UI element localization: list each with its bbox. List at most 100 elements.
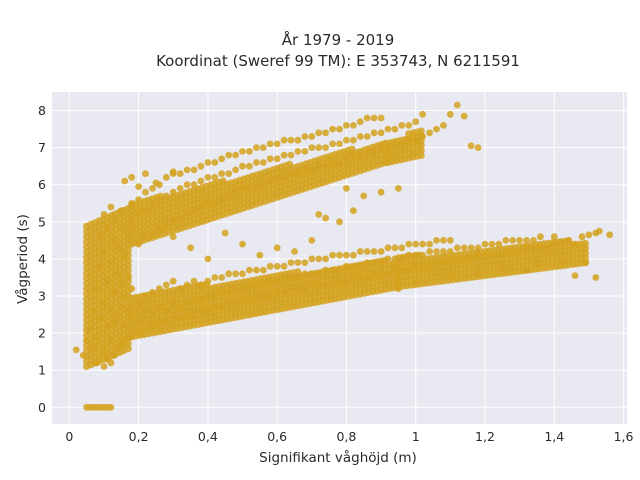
data-point [391, 255, 399, 263]
data-point [273, 173, 281, 181]
data-point [169, 277, 177, 285]
data-point [183, 211, 191, 218]
data-point [474, 144, 482, 152]
data-point [114, 244, 122, 252]
data-point [398, 255, 406, 263]
data-point [104, 225, 111, 233]
data-point [176, 214, 184, 222]
data-point [156, 285, 163, 292]
data-points [72, 101, 614, 411]
data-point [149, 185, 156, 192]
data-point [287, 259, 295, 266]
data-point [169, 314, 177, 322]
data-point [467, 244, 475, 252]
data-point [384, 244, 392, 252]
data-point [121, 177, 129, 185]
data-point [100, 211, 108, 218]
data-point [343, 122, 350, 129]
data-point [162, 173, 170, 181]
data-point [356, 118, 364, 126]
data-point [239, 148, 246, 155]
data-point [176, 314, 184, 322]
data-point [446, 272, 454, 279]
data-point [162, 222, 170, 229]
data-point [266, 262, 274, 270]
data-point [197, 177, 205, 185]
data-point [523, 244, 530, 252]
data-point [218, 288, 226, 296]
data-point [239, 162, 246, 170]
data-point [97, 262, 104, 270]
data-point [280, 136, 288, 144]
data-point [543, 244, 551, 252]
data-point [315, 129, 323, 137]
data-point [322, 214, 329, 222]
data-point [239, 270, 246, 278]
data-point [308, 144, 316, 152]
data-point [117, 207, 125, 215]
data-point [93, 285, 101, 292]
data-point [343, 136, 350, 144]
data-point [377, 270, 385, 278]
data-point [582, 259, 589, 266]
data-point [391, 244, 399, 252]
data-point [502, 237, 510, 244]
data-point [370, 259, 378, 266]
density-point [124, 256, 132, 264]
y-tick-label: 1 [38, 363, 46, 378]
data-point [433, 125, 440, 133]
data-point [266, 177, 274, 185]
density-point [124, 262, 132, 270]
data-point [273, 244, 281, 252]
data-point [350, 151, 357, 159]
data-point [530, 237, 537, 244]
data-point [107, 359, 115, 367]
x-tick-label: 0,4 [198, 429, 218, 444]
data-point [211, 159, 219, 166]
data-point [356, 274, 364, 281]
data-point [259, 292, 267, 300]
data-point [225, 151, 233, 159]
data-point [190, 181, 198, 189]
data-point [253, 159, 260, 166]
data-point [301, 166, 309, 174]
data-point [384, 144, 392, 152]
data-point [149, 229, 156, 237]
data-point [114, 270, 122, 278]
data-point [259, 266, 267, 274]
y-tick-label: 6 [38, 177, 46, 192]
data-point [211, 274, 219, 281]
data-point [412, 251, 420, 259]
data-point [97, 314, 104, 322]
data-point [308, 255, 316, 263]
data-point [121, 322, 129, 330]
data-point [142, 307, 149, 315]
chart-title-line2: Koordinat (Sweref 99 TM): E 353743, N 62… [156, 52, 520, 70]
data-point [329, 140, 336, 148]
data-point [239, 285, 246, 292]
data-point [336, 159, 343, 166]
data-point [190, 296, 198, 304]
data-point [204, 292, 212, 300]
y-tick-label: 0 [38, 400, 46, 415]
data-point [426, 240, 433, 248]
density-point [124, 267, 132, 275]
data-point [294, 136, 302, 144]
data-point [516, 237, 523, 244]
data-point [156, 225, 163, 233]
data-point [162, 192, 170, 200]
data-point [606, 231, 614, 239]
data-point [110, 237, 118, 244]
data-point [509, 248, 517, 255]
data-point [100, 300, 108, 307]
data-point [266, 155, 274, 163]
data-point [266, 292, 274, 300]
chart-title-line1: År 1979 - 2019 [282, 30, 395, 49]
data-point [488, 240, 496, 248]
data-point [128, 333, 136, 341]
data-point [537, 244, 544, 252]
data-point [405, 240, 413, 248]
data-point [440, 259, 447, 266]
data-point [350, 262, 357, 270]
data-point [246, 162, 253, 170]
